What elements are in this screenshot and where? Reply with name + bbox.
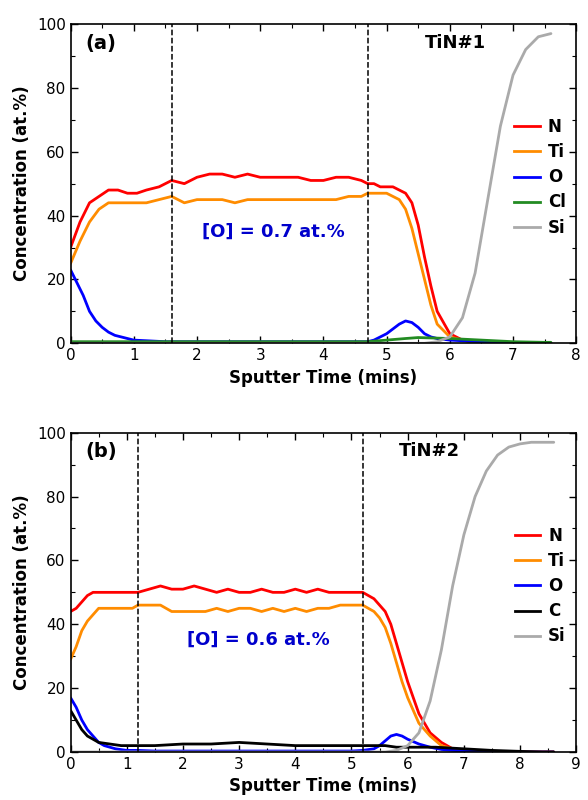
Y-axis label: Concentration (at.%): Concentration (at.%) bbox=[14, 494, 31, 690]
Legend: N, Ti, O, Cl, Si: N, Ti, O, Cl, Si bbox=[514, 118, 566, 237]
X-axis label: Sputter Time (mins): Sputter Time (mins) bbox=[229, 778, 417, 795]
Y-axis label: Concentration (at.%): Concentration (at.%) bbox=[14, 86, 31, 282]
Text: (a): (a) bbox=[86, 34, 116, 53]
X-axis label: Sputter Time (mins): Sputter Time (mins) bbox=[229, 369, 417, 386]
Text: [O] = 0.7 at.%: [O] = 0.7 at.% bbox=[202, 222, 345, 241]
Text: [O] = 0.6 at.%: [O] = 0.6 at.% bbox=[187, 631, 330, 650]
Legend: N, Ti, O, C, Si: N, Ti, O, C, Si bbox=[514, 526, 566, 646]
Text: TiN#2: TiN#2 bbox=[399, 442, 460, 460]
Text: TiN#1: TiN#1 bbox=[425, 34, 486, 51]
Text: (b): (b) bbox=[86, 442, 118, 462]
